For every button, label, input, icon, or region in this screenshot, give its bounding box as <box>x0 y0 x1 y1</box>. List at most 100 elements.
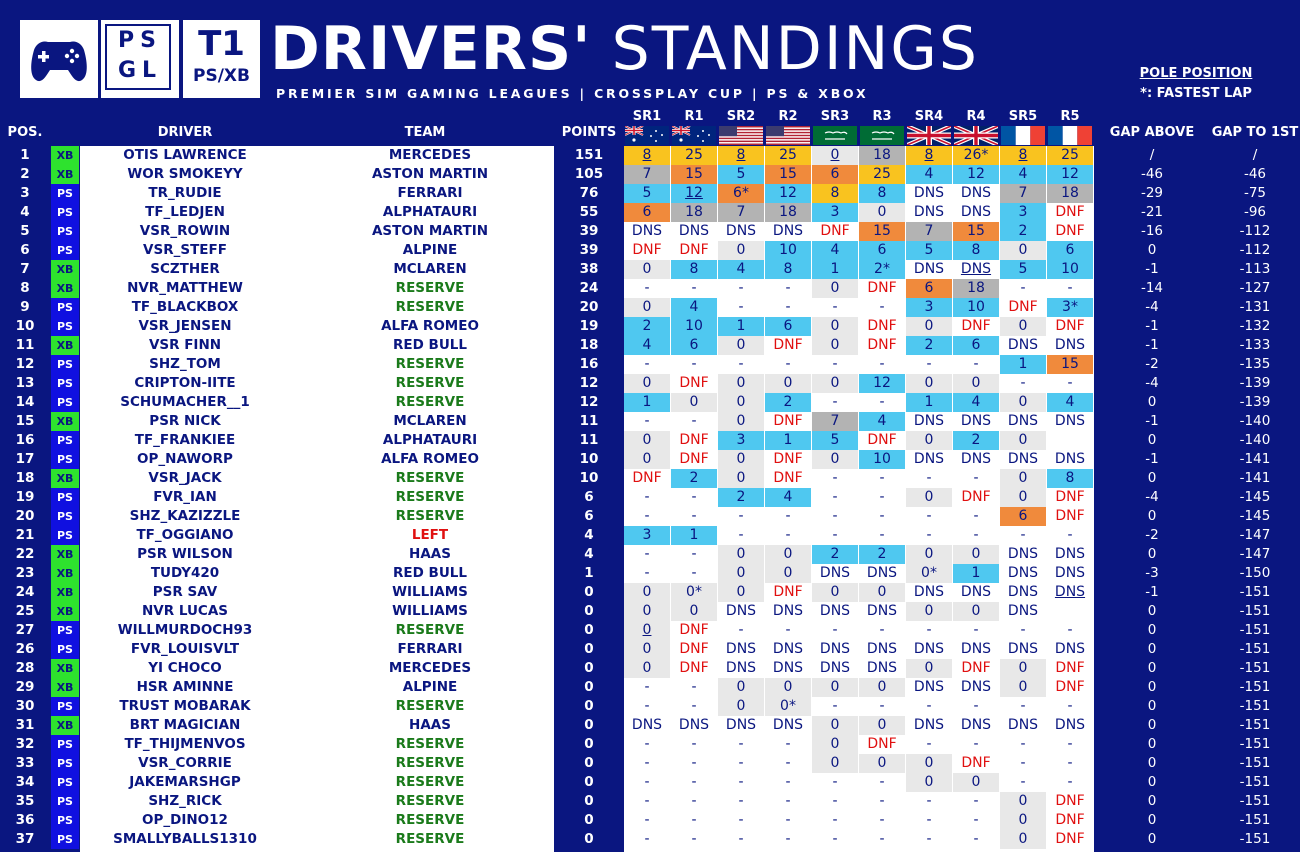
driver-name: TF_LEDJEN <box>145 204 225 220</box>
race-result-cell: 0 <box>906 773 952 792</box>
race-result-cell: 2 <box>812 545 858 564</box>
race-result-cell: - <box>1020 280 1026 296</box>
race-result-cell: 5 <box>718 165 764 184</box>
race-result-cell: - <box>738 356 744 372</box>
race-result-cell: DNS <box>1007 603 1039 619</box>
race-header-r3: R3 <box>872 109 892 124</box>
race-result-cell: 6 <box>624 203 670 222</box>
race-result-cell: - <box>926 622 932 638</box>
platform-badge: PS <box>51 830 79 849</box>
race-result-cell: 0 <box>812 336 858 355</box>
table-row: 12 PS SHZ_TOM RESERVE 16 - - - - - - - - 1 15 -2 -135 <box>0 355 1300 374</box>
position-cell: 5 <box>20 223 30 239</box>
gap-first-cell: -139 <box>1239 375 1271 391</box>
race-result-cell: - <box>644 489 650 505</box>
race-result-cell: - <box>738 755 744 771</box>
gap-first-cell: -151 <box>1239 831 1271 847</box>
race-result-cell: DNS <box>819 660 851 676</box>
gap-above-cell: 0 <box>1147 736 1157 752</box>
race-result-cell: 15 <box>671 165 717 184</box>
race-result-cell: 3* <box>1047 298 1093 317</box>
gamepad-icon <box>31 41 87 82</box>
race-result-cell: 0 <box>953 545 999 564</box>
race-result-cell: - <box>1020 774 1026 790</box>
team-name: LEFT <box>411 527 449 543</box>
position-cell: 19 <box>15 489 35 505</box>
race-result-cell: 4 <box>812 241 858 260</box>
race-result-cell: DNF <box>773 584 803 600</box>
race-result-cell: - <box>644 413 650 429</box>
position-cell: 34 <box>15 774 35 790</box>
saudi-arabia-flag-icon <box>860 126 904 145</box>
table-row: 8 XB NVR_MATTHEW RESERVE 24 - - - - 0 DNF 6 18 - - -14 -… <box>0 279 1300 298</box>
table-row: 2 XB WOR SMOKEYY ASTON MARTIN 105 7 15 5 15 6 25 4 1… <box>0 165 1300 184</box>
points-cell: 0 <box>584 622 594 638</box>
race-result-cell: - <box>879 831 885 847</box>
race-result-cell: 1 <box>765 431 811 450</box>
race-result-cell: 4 <box>906 165 952 184</box>
race-result-cell: - <box>691 679 697 695</box>
race-result-cell: 3 <box>624 526 670 545</box>
gap-first-cell: -151 <box>1239 736 1271 752</box>
team-name: FERRARI <box>397 641 463 657</box>
position-cell: 20 <box>15 508 35 524</box>
driver-name: OP_DINO12 <box>142 812 228 828</box>
platform-badge: PS <box>51 241 79 260</box>
table-row: 18 XB VSR_JACK RESERVE 10 DNF 2 0 DNF - - - -0 8 0 -141 <box>0 469 1300 488</box>
race-result-cell: 2 <box>718 488 764 507</box>
race-result-cell: 4 <box>671 298 717 317</box>
race-result-cell: - <box>644 679 650 695</box>
race-result-cell: - <box>879 622 885 638</box>
points-cell: 16 <box>579 356 599 372</box>
race-result-cell: 0 <box>1000 811 1046 830</box>
race-result-cell: DNS <box>960 261 992 277</box>
gap-above-cell: 0 <box>1147 812 1157 828</box>
race-result-cell: - <box>785 622 791 638</box>
race-result-cell: - <box>644 812 650 828</box>
race-result-cell: 2 <box>906 336 952 355</box>
points-cell: 38 <box>579 261 599 277</box>
race-result-cell: DNS <box>772 641 804 657</box>
gap-above-cell: 0 <box>1147 546 1157 562</box>
uk-flag-icon <box>907 126 951 145</box>
position-cell: 29 <box>15 679 35 695</box>
race-result-cell: - <box>1020 736 1026 752</box>
race-result-cell: - <box>691 831 697 847</box>
driver-name: VSR_JACK <box>148 470 222 486</box>
race-result-cell: DNS <box>772 603 804 619</box>
race-result-cell: 3 <box>906 298 952 317</box>
race-result-cell: 0 <box>718 678 764 697</box>
gap-first-cell: -151 <box>1239 584 1271 600</box>
race-result-cell: - <box>785 508 791 524</box>
race-result-cell: 0 <box>812 317 858 336</box>
race-result-cell: DNS <box>725 603 757 619</box>
platform-badge: PS <box>51 754 79 773</box>
points-cell: 11 <box>579 432 599 448</box>
race-result-cell: - <box>879 774 885 790</box>
race-result-cell: 25 <box>671 146 717 165</box>
race-result-cell: 0 <box>1000 792 1046 811</box>
race-result-cell: DNS <box>913 679 945 695</box>
race-result-cell: - <box>785 356 791 372</box>
race-result-cell: 25 <box>765 146 811 165</box>
gap-first-cell: -127 <box>1239 280 1271 296</box>
race-result-cell: - <box>785 774 791 790</box>
driver-name: SHZ_TOM <box>149 356 221 372</box>
points-cell: 55 <box>579 204 599 220</box>
race-result-cell: 1 <box>1000 355 1046 374</box>
header-pos: POS. <box>7 125 43 140</box>
race-result-cell: 0 <box>1000 488 1046 507</box>
race-result-cell: DNF <box>679 242 709 258</box>
points-cell: 4 <box>584 527 594 543</box>
team-name: RESERVE <box>395 375 465 391</box>
race-result-cell: - <box>691 698 697 714</box>
race-result-cell: 1 <box>671 526 717 545</box>
race-result-cell: DNF <box>679 660 709 676</box>
race-result-cell: DNS <box>1054 451 1086 467</box>
race-result-cell: DNS <box>725 223 757 239</box>
race-result-cell: DNS <box>1007 641 1039 657</box>
race-result-cell: 4 <box>624 336 670 355</box>
race-result-cell: 8 <box>906 146 952 165</box>
race-result-cell: DNF <box>1055 508 1085 524</box>
race-result-cell: DNF <box>1055 660 1085 676</box>
